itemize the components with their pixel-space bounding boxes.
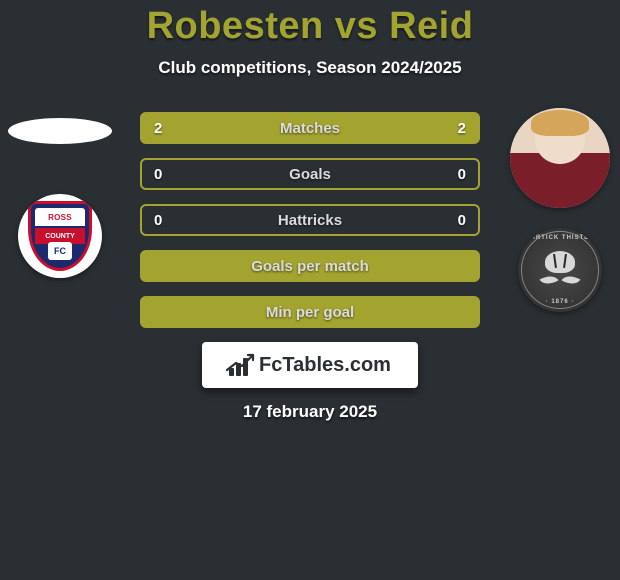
- stat-left-value: 2: [154, 120, 174, 137]
- comparison-card: Robesten vs Reid Club competitions, Seas…: [0, 0, 620, 422]
- stat-row: Min per goal: [140, 296, 480, 328]
- page-title: Robesten vs Reid: [0, 5, 620, 48]
- chart-icon: [229, 354, 255, 376]
- right-column: PARTICK THISTLE · 1876 ·: [500, 108, 620, 312]
- stat-label: Goals: [174, 166, 446, 183]
- stat-left-value: 0: [154, 212, 174, 229]
- player-right-photo: [510, 108, 610, 208]
- stat-label: Goals per match: [174, 258, 446, 275]
- club-badge-right: PARTICK THISTLE · 1876 ·: [518, 228, 602, 312]
- player-left-photo: [8, 118, 112, 144]
- stat-label: Hattricks: [174, 212, 446, 229]
- stat-left-value: 0: [154, 166, 174, 183]
- content: ROSS COUNTY FC PARTICK THISTLE · 1876 ·: [0, 108, 620, 422]
- stat-right-value: 0: [446, 212, 466, 229]
- ross-county-icon: ROSS COUNTY FC: [28, 201, 92, 271]
- stat-row: 0Hattricks0: [140, 204, 480, 236]
- stat-right-value: 0: [446, 166, 466, 183]
- stat-row: 0Goals0: [140, 158, 480, 190]
- stat-label: Matches: [174, 120, 446, 137]
- branding-badge[interactable]: FcTables.com: [202, 342, 418, 388]
- stats-rows: 2Matches20Goals00Hattricks0Goals per mat…: [140, 108, 480, 328]
- date-label: 17 february 2025: [0, 402, 620, 422]
- left-column: ROSS COUNTY FC: [0, 108, 120, 278]
- stat-right-value: 2: [446, 120, 466, 137]
- club-badge-left: ROSS COUNTY FC: [18, 194, 102, 278]
- branding-text: FcTables.com: [259, 354, 391, 377]
- stat-row: 2Matches2: [140, 112, 480, 144]
- partick-thistle-icon: PARTICK THISTLE · 1876 ·: [518, 228, 602, 312]
- stat-label: Min per goal: [174, 304, 446, 321]
- subtitle: Club competitions, Season 2024/2025: [0, 58, 620, 78]
- stat-row: Goals per match: [140, 250, 480, 282]
